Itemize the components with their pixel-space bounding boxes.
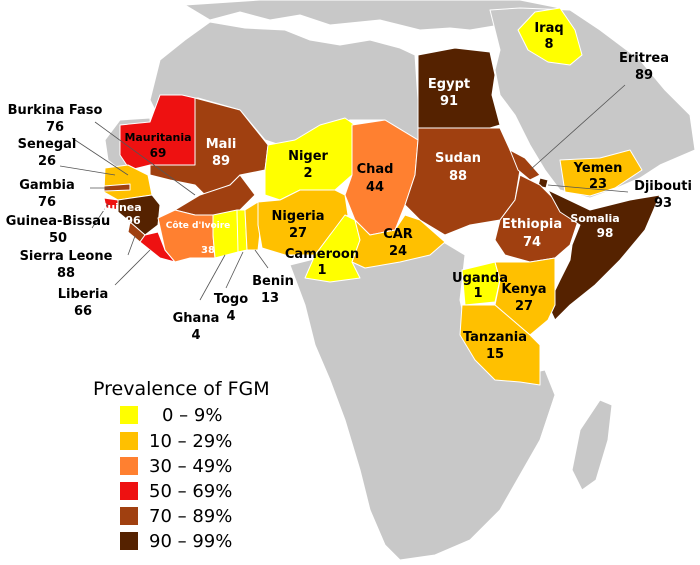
label-ghana: Ghana (173, 311, 220, 326)
label-cameroon: Cameroon (285, 247, 359, 262)
value-senegal: 26 (38, 154, 56, 169)
label-car: CAR (383, 227, 413, 242)
value-niger: 2 (303, 166, 312, 181)
value-yemen: 23 (589, 177, 607, 192)
value-tanzania: 15 (486, 347, 504, 362)
label-mali: Mali (206, 137, 237, 152)
country-yemen[interactable] (559, 149, 643, 197)
value-mauritania: 69 (150, 146, 167, 160)
label-burkina-faso: Burkina Faso (8, 103, 103, 118)
value-cameroon: 1 (317, 263, 326, 278)
label-guinea: Guinea (98, 201, 141, 214)
country-senegal[interactable] (103, 164, 153, 201)
label-ethiopia: Ethiopia (502, 217, 562, 232)
countries (103, 7, 661, 386)
europe-landmass (184, 0, 561, 31)
legend-label-0-9: 0 – 9% (162, 405, 222, 426)
value-benin: 13 (261, 291, 279, 306)
label-yemen: Yemen (573, 161, 623, 176)
label-togo: Togo (214, 292, 248, 307)
legend-swatch-30-49 (120, 457, 138, 475)
legend-label-50-69: 50 – 69% (149, 481, 232, 502)
value-cote-divoire: 38 (201, 245, 215, 256)
country-labels: Iraq 8 Egypt 91 Mauritania 69 Mali 89 Ni… (98, 21, 622, 362)
value-egypt: 91 (440, 94, 458, 109)
label-kenya: Kenya (501, 282, 546, 297)
value-ghana: 4 (191, 328, 200, 343)
legend-swatch-10-29 (120, 432, 138, 450)
country-eritrea[interactable] (509, 149, 541, 181)
value-somalia: 98 (597, 226, 614, 240)
value-car: 24 (389, 244, 407, 259)
label-mauritania: Mauritania (124, 131, 191, 144)
label-egypt: Egypt (428, 77, 470, 92)
label-liberia: Liberia (58, 287, 109, 302)
value-iraq: 8 (544, 37, 553, 52)
label-gambia: Gambia (19, 178, 75, 193)
label-tanzania: Tanzania (463, 330, 527, 345)
label-iraq: Iraq (534, 21, 563, 36)
legend: Prevalence of FGM 0 – 9% 10 – 29% 30 – 4… (93, 378, 270, 552)
country-car[interactable] (351, 214, 446, 269)
value-sierra-leone: 88 (57, 266, 75, 281)
label-chad: Chad (357, 162, 394, 177)
label-eritrea: Eritrea (619, 51, 669, 66)
label-cote-divoire: Côte d'Ivoire (166, 220, 231, 231)
country-kenya[interactable] (494, 257, 556, 336)
country-guinea[interactable] (117, 194, 161, 236)
value-kenya: 27 (515, 299, 533, 314)
legend-swatch-70-89 (120, 507, 138, 525)
madagascar-landmass (571, 399, 613, 491)
legend-swatch-90-99 (120, 532, 138, 550)
label-sierra-leone: Sierra Leone (20, 249, 113, 264)
value-sudan: 88 (449, 169, 467, 184)
value-uganda: 1 (473, 286, 482, 301)
label-sudan: Sudan (435, 151, 481, 166)
country-ghana[interactable] (212, 209, 239, 259)
value-guinea: 96 (125, 214, 141, 227)
value-mali: 89 (212, 154, 230, 169)
label-djibouti: Djibouti (634, 179, 692, 194)
legend-title: Prevalence of FGM (93, 378, 270, 400)
label-senegal: Senegal (18, 137, 77, 152)
value-liberia: 66 (74, 304, 92, 319)
legend-label-70-89: 70 – 89% (149, 506, 232, 527)
legend-swatch-50-69 (120, 482, 138, 500)
value-guinea-bissau: 50 (49, 231, 67, 246)
legend-label-90-99: 90 – 99% (149, 531, 232, 552)
country-iraq[interactable] (517, 7, 583, 66)
label-benin: Benin (252, 274, 294, 289)
value-eritrea: 89 (635, 68, 653, 83)
value-djibouti: 93 (654, 196, 672, 211)
country-somalia[interactable] (547, 189, 661, 321)
legend-label-30-49: 30 – 49% (149, 456, 232, 477)
label-uganda: Uganda (452, 271, 508, 286)
outside-labels: Eritrea 89 Djibouti 93 Burkina Faso 76 S… (6, 51, 692, 343)
value-chad: 44 (366, 180, 384, 195)
label-niger: Niger (288, 149, 328, 164)
country-gambia[interactable] (103, 183, 131, 192)
legend-label-10-29: 10 – 29% (149, 431, 232, 452)
country-ethiopia[interactable] (494, 174, 581, 263)
legend-swatch-0-9 (120, 406, 138, 424)
value-togo: 4 (226, 309, 235, 324)
value-nigeria: 27 (289, 226, 307, 241)
leader-lines (59, 84, 629, 301)
value-burkina-faso: 76 (46, 120, 64, 135)
label-nigeria: Nigeria (271, 209, 324, 224)
country-tanzania[interactable] (459, 304, 541, 386)
label-somalia: Somalia (570, 212, 619, 225)
value-gambia: 76 (38, 195, 56, 210)
value-ethiopia: 74 (523, 235, 541, 250)
label-guinea-bissau: Guinea-Bissau (6, 214, 111, 229)
